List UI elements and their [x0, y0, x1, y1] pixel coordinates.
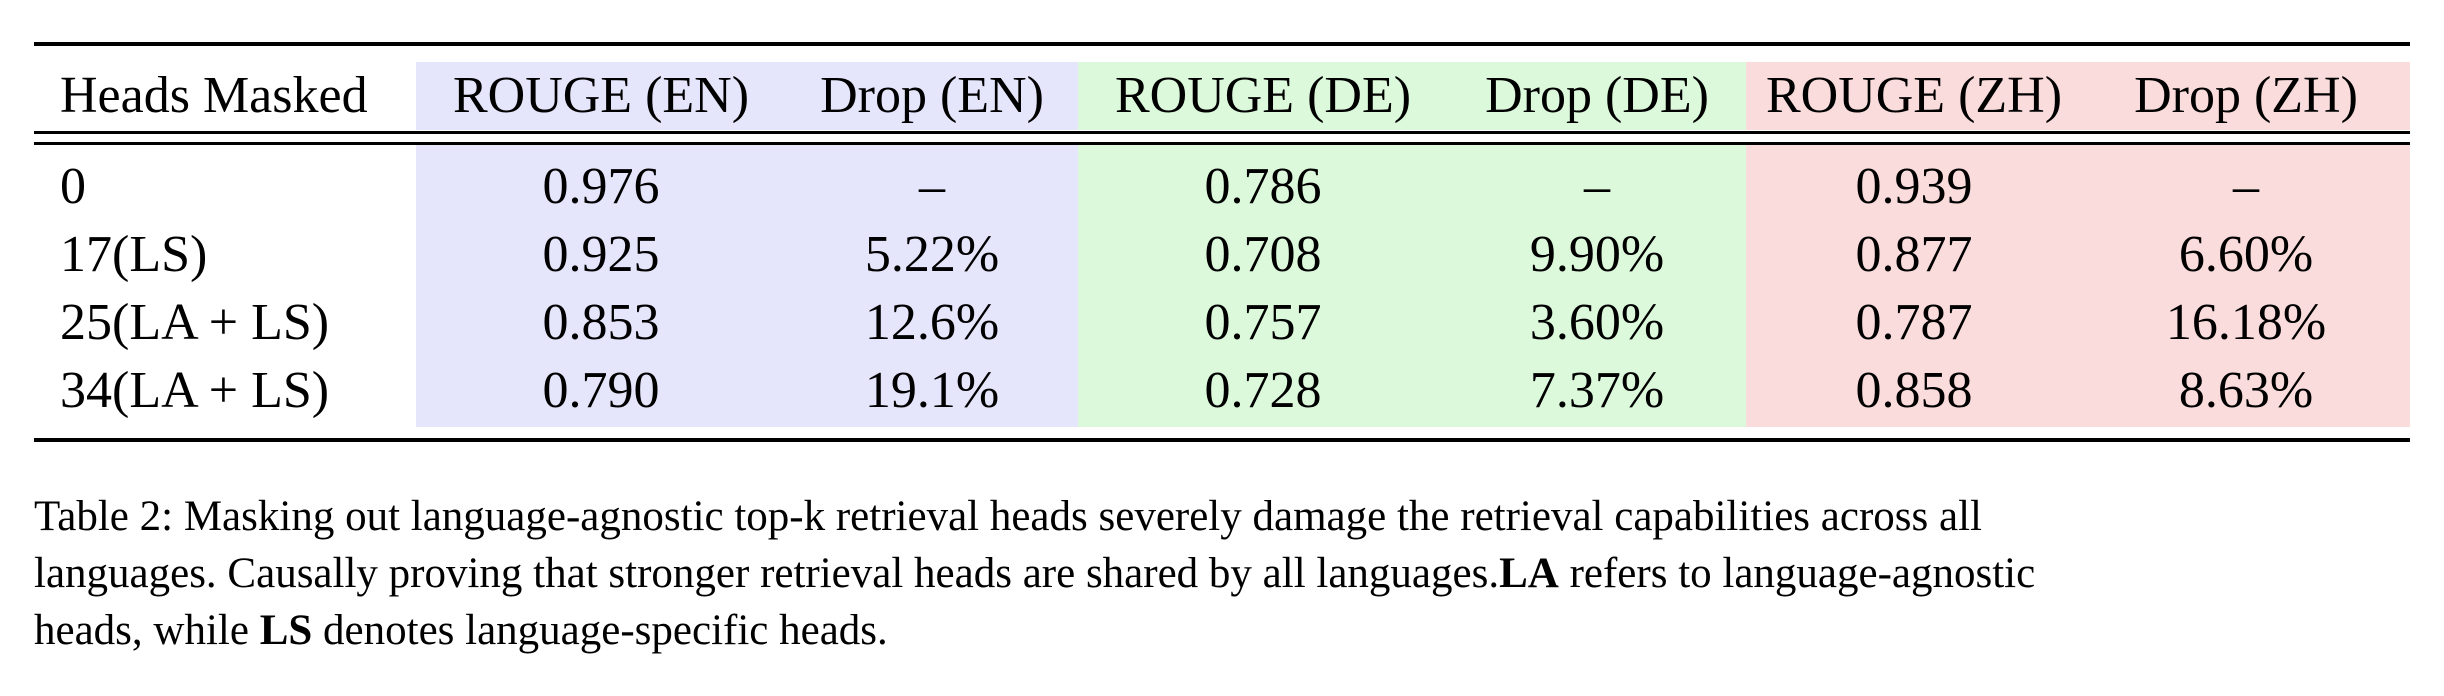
caption-line-3: heads, while LS denotes language-specifi…: [34, 602, 2414, 659]
cell-drop-de: 3.60%: [1529, 294, 1665, 351]
header-drop-zh: Drop (ZH): [2134, 67, 2358, 124]
cell-rouge-en: 0.925: [542, 226, 660, 283]
caption-line-2: languages. Causally proving that stronge…: [34, 545, 2414, 602]
cell-drop-en: –: [919, 158, 945, 215]
caption-text: Table 2: Masking out language-agnostic t…: [34, 493, 1982, 540]
cell-rouge-en: 0.976: [542, 158, 660, 215]
zh-body-shading: [1746, 145, 2410, 427]
zh-header-shading: [1746, 62, 2410, 130]
cell-drop-zh: 16.18%: [2165, 294, 2327, 351]
header-rule-lower: [34, 142, 2410, 145]
cell-rouge-de: 0.708: [1204, 226, 1322, 283]
cell-rouge-de: 0.728: [1204, 362, 1322, 419]
caption-text: languages. Causally proving that stronge…: [34, 550, 1500, 597]
caption-text: denotes language-specific heads.: [312, 607, 888, 654]
de-body-shading: [1078, 145, 1746, 427]
caption-line-1: Table 2: Masking out language-agnostic t…: [34, 488, 2414, 545]
cell-drop-en: 5.22%: [864, 226, 1000, 283]
cell-drop-zh: –: [2233, 158, 2259, 215]
cell-rouge-en: 0.853: [542, 294, 660, 351]
cell-heads-masked: 17(LS): [60, 226, 208, 283]
header-rouge-zh: ROUGE (ZH): [1765, 67, 2063, 124]
bottom-rule: [34, 438, 2410, 442]
header-rouge-de: ROUGE (DE): [1114, 67, 1412, 124]
caption-text: refers to language-agnostic: [1558, 550, 2036, 597]
de-header-shading: [1078, 62, 1746, 130]
cell-rouge-zh: 0.787: [1855, 294, 1973, 351]
cell-rouge-zh: 0.858: [1855, 362, 1973, 419]
cell-rouge-zh: 0.877: [1855, 226, 1973, 283]
en-header-shading: [416, 62, 1078, 130]
cell-drop-de: 7.37%: [1529, 362, 1665, 419]
table-caption: Table 2: Masking out language-agnostic t…: [34, 488, 2414, 659]
cell-rouge-de: 0.786: [1204, 158, 1322, 215]
caption-bold-la: LA: [1499, 550, 1559, 597]
header-rule-upper: [34, 131, 2410, 134]
caption-text: heads, while: [34, 607, 260, 654]
header-drop-de: Drop (DE): [1485, 67, 1709, 124]
header-drop-en: Drop (EN): [820, 67, 1044, 124]
cell-drop-en: 19.1%: [864, 362, 1000, 419]
cell-drop-zh: 8.63%: [2178, 362, 2314, 419]
cell-drop-en: 12.6%: [864, 294, 1000, 351]
cell-rouge-de: 0.757: [1204, 294, 1322, 351]
header-heads-masked: Heads Masked: [60, 67, 368, 124]
header-rouge-en: ROUGE (EN): [452, 67, 750, 124]
cell-rouge-zh: 0.939: [1855, 158, 1973, 215]
cell-heads-masked: 25(LA + LS): [60, 294, 330, 351]
cell-drop-de: 9.90%: [1529, 226, 1665, 283]
caption-bold-ls: LS: [259, 607, 313, 654]
cell-rouge-en: 0.790: [542, 362, 660, 419]
cell-heads-masked: 34(LA + LS): [60, 362, 330, 419]
cell-heads-masked: 0: [60, 158, 86, 215]
top-rule: [34, 42, 2410, 46]
cell-drop-zh: 6.60%: [2178, 226, 2314, 283]
cell-drop-de: –: [1584, 158, 1610, 215]
en-body-shading: [416, 145, 1078, 427]
